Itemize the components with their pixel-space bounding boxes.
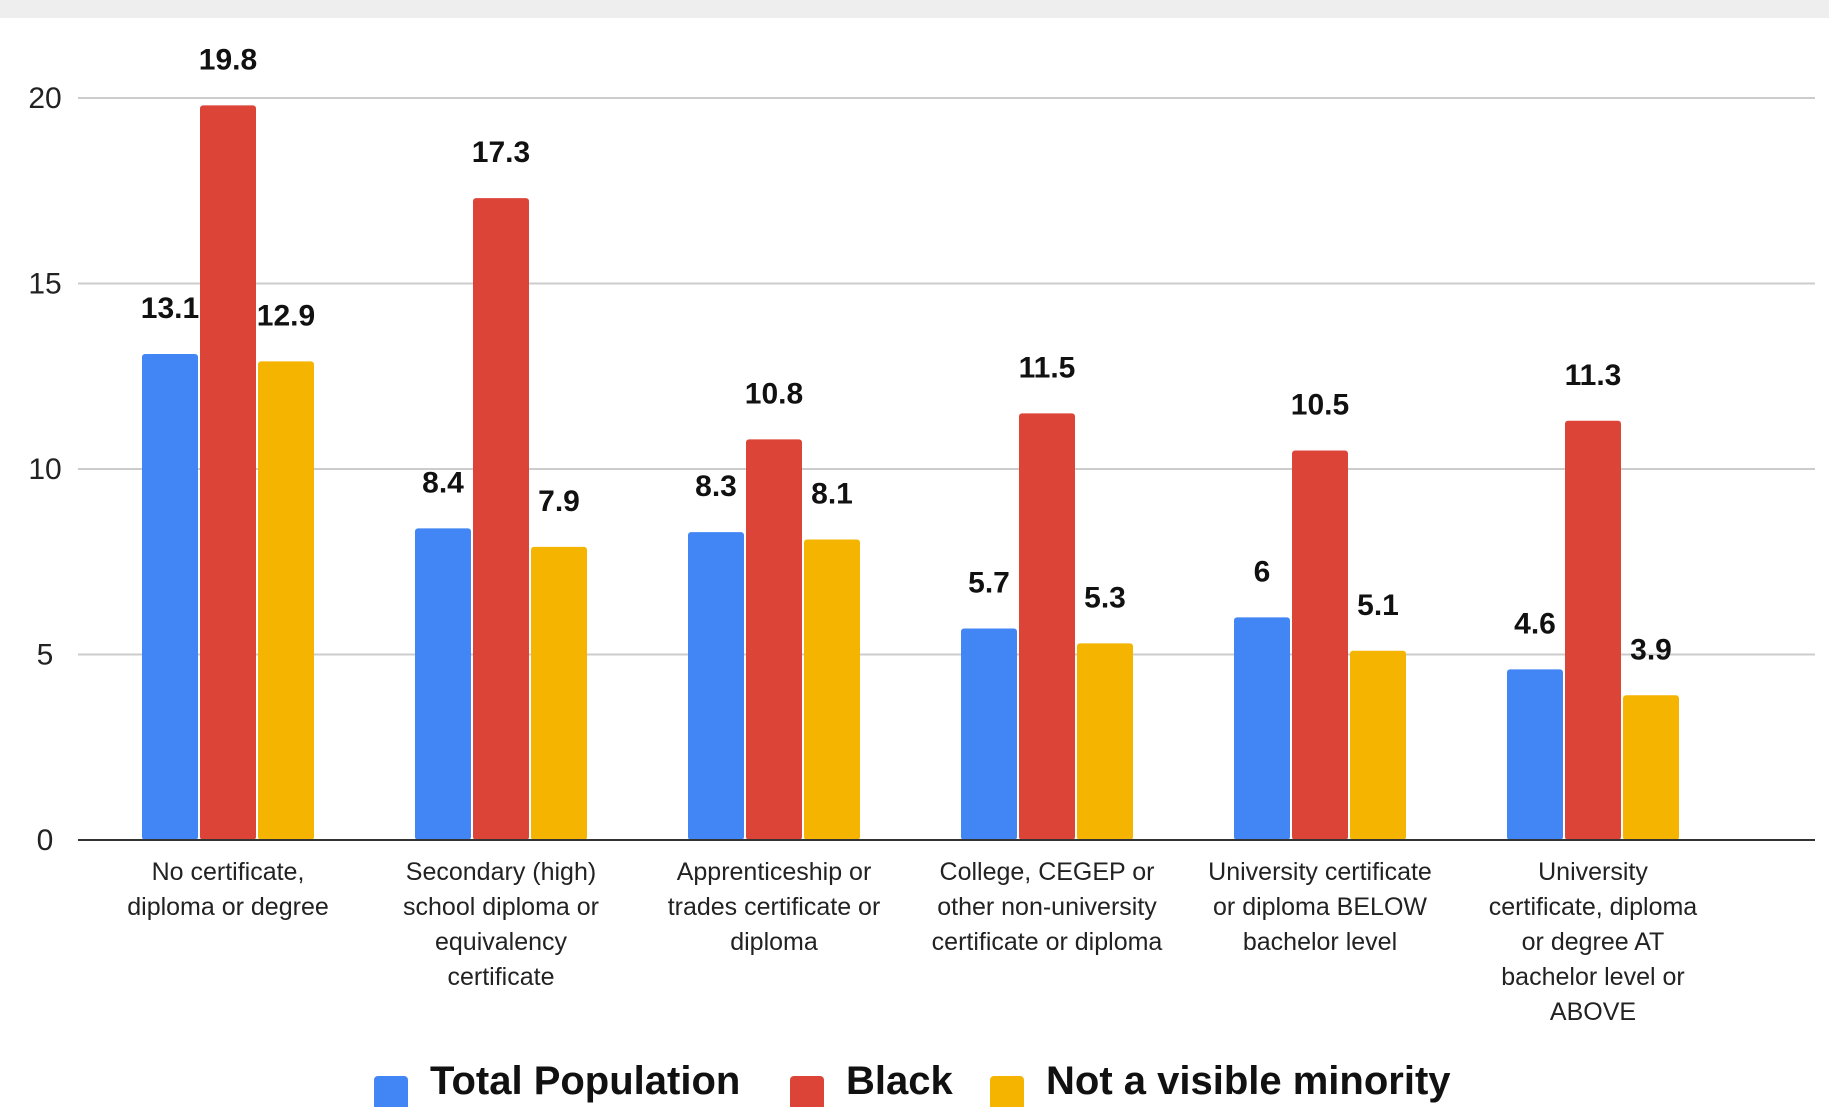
x-tick-label-line: school diploma or	[403, 893, 599, 921]
bar	[1019, 413, 1075, 840]
axes: 0 5 10 15 20 No certificate, diploma or degree…	[28, 82, 1815, 1026]
legend-label: Total Population	[430, 1059, 740, 1103]
data-label: 10.5	[1291, 388, 1349, 421]
bar	[531, 546, 587, 840]
legend: Total Population Black Not a visible minor…	[374, 1059, 1451, 1107]
bar	[688, 532, 744, 840]
x-tick-label-line: certificate or diploma	[932, 928, 1163, 956]
bar	[1234, 617, 1290, 840]
bar	[1077, 643, 1133, 840]
top-strip	[0, 0, 1829, 18]
bar	[961, 628, 1017, 840]
bar	[142, 353, 198, 840]
data-label: 11.5	[1019, 351, 1076, 384]
x-tick-label-line: certificate, diploma	[1489, 893, 1698, 921]
bar	[473, 198, 529, 841]
data-label: 12.9	[257, 299, 315, 332]
data-label: 5.1	[1357, 589, 1399, 622]
data-label: 3.9	[1630, 633, 1672, 666]
x-tick-label: University certificate or diploma BELOW ba…	[1208, 858, 1432, 956]
y-tick-label: 20	[28, 82, 61, 115]
x-tick-label-line: bachelor level or	[1501, 963, 1684, 991]
x-tick-label-line: certificate	[448, 963, 555, 991]
x-tick-label-line: University	[1538, 858, 1648, 886]
legend-swatch	[990, 1076, 1024, 1107]
x-tick-label-line: other non-university	[937, 893, 1157, 921]
x-tick-label-line: Secondary (high)	[406, 858, 596, 886]
y-tick-label: 5	[37, 639, 54, 672]
x-tick-label: Secondary (high) school diploma or equival…	[403, 858, 599, 991]
y-tick-label: 0	[37, 824, 54, 857]
x-tick-label-line: equivalency	[435, 928, 568, 956]
x-tick-label: No certificate, diploma or degree	[127, 858, 329, 921]
bar	[746, 439, 802, 840]
data-label: 8.3	[695, 470, 737, 503]
data-label: 8.1	[811, 477, 853, 510]
bar	[1292, 450, 1348, 840]
data-labels: 13.1 19.8 12.9 8.4 17.3 7.9 8.3 10.8 8.1 5.7 11.5 5…	[141, 43, 1672, 666]
data-label: 13.1	[141, 292, 199, 325]
bars	[142, 105, 1679, 841]
x-tick-label-line: or degree AT	[1522, 928, 1665, 956]
data-label: 10.8	[745, 377, 803, 410]
bar	[1623, 695, 1679, 840]
legend-swatch	[790, 1076, 824, 1107]
data-label: 11.3	[1565, 359, 1622, 392]
y-tick-label: 10	[28, 453, 61, 486]
data-label: 4.6	[1514, 607, 1556, 640]
x-tick-label-line: No certificate,	[152, 858, 305, 886]
bar	[258, 361, 314, 840]
x-tick-label-line: trades certificate or	[668, 893, 881, 921]
data-label: 7.9	[538, 485, 580, 518]
x-tick-label: University certificate, diploma or degree …	[1489, 858, 1698, 1026]
gridlines	[78, 97, 1815, 656]
legend-swatch	[374, 1076, 408, 1107]
y-tick-label: 15	[28, 268, 61, 301]
x-tick-label-line: University certificate	[1208, 858, 1432, 886]
legend-label: Black	[846, 1059, 953, 1103]
data-label: 6	[1254, 555, 1271, 588]
data-label: 19.8	[199, 43, 257, 76]
x-tick-label-line: Apprenticeship or	[677, 858, 872, 886]
bar	[1507, 669, 1563, 840]
x-tick-label-line: diploma	[730, 928, 818, 956]
bar	[1565, 420, 1621, 840]
x-tick-label-line: College, CEGEP or	[940, 858, 1155, 886]
x-tick-label-line: or diploma BELOW	[1213, 893, 1427, 921]
bar	[415, 528, 471, 840]
bar	[1350, 650, 1406, 840]
legend-label: Not a visible minority	[1046, 1059, 1451, 1103]
x-tick-label-line: diploma or degree	[127, 893, 329, 921]
data-label: 5.3	[1084, 581, 1126, 614]
bar	[200, 105, 256, 841]
data-label: 17.3	[472, 136, 530, 169]
bar	[804, 539, 860, 840]
x-tick-label: Apprenticeship or trades certificate or di…	[668, 858, 881, 956]
x-tick-label: College, CEGEP or other non-university cer…	[932, 858, 1163, 956]
x-tick-label-line: ABOVE	[1550, 998, 1636, 1026]
data-label: 5.7	[968, 567, 1010, 600]
data-label: 8.4	[422, 466, 464, 499]
x-tick-label-line: bachelor level	[1243, 928, 1397, 956]
